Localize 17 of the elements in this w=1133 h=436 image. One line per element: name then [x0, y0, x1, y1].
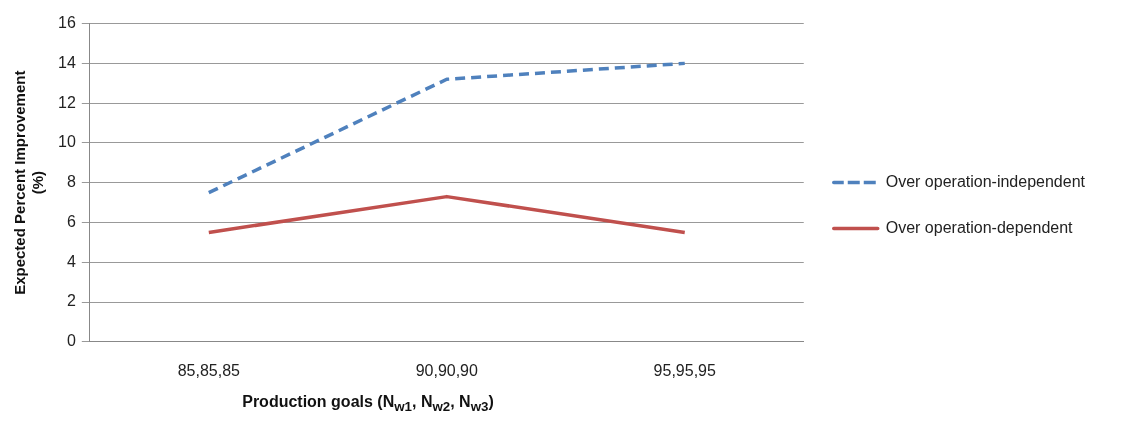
legend-label: Over operation-dependent — [885, 218, 1074, 236]
y-tick-label: 16 — [58, 14, 76, 32]
y-tick-label: 4 — [66, 252, 76, 270]
y-tick-label: 14 — [58, 53, 76, 71]
y-tick-label: 10 — [58, 133, 76, 151]
x-tick-label: 85,85,85 — [177, 361, 241, 379]
y-tick-label: 6 — [66, 212, 76, 230]
legend-label: Over operation-independent — [885, 172, 1086, 190]
text: (%) — [29, 171, 47, 195]
y-tick-label: 0 — [66, 332, 76, 350]
y-tick-label: 12 — [58, 93, 76, 111]
y-tick-label: 8 — [66, 173, 76, 191]
x-axis-title: Production goals (N$_{w1}$, N$_{w2}$, N$_{w3}$) — [241, 393, 495, 415]
y-tick-label: 2 — [66, 292, 76, 310]
x-tick-label: 95,95,95 — [653, 361, 716, 379]
x-tick-label: 90,90,90 — [415, 361, 479, 379]
text: Expected Percent Improvement — [11, 70, 29, 295]
